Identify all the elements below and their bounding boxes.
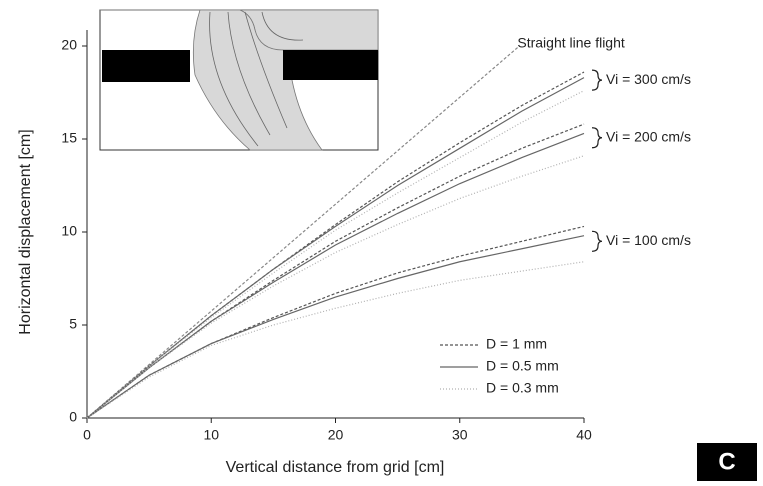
x-tick-label: 30 — [452, 427, 468, 443]
group-label: Vi = 200 cm/s — [606, 128, 691, 144]
brace — [591, 69, 603, 91]
x-tick-label: 10 — [203, 427, 219, 443]
y-axis-title: Horizontal displacement [cm] — [17, 129, 34, 334]
group-label: Vi = 100 cm/s — [606, 232, 691, 248]
curve — [86, 132, 585, 419]
y-tick-label: 5 — [69, 316, 77, 332]
curve — [86, 155, 585, 419]
curve — [86, 225, 585, 419]
brace — [591, 127, 603, 149]
panel-label: C — [718, 448, 735, 475]
x-tick-label: 20 — [328, 427, 344, 443]
line-annotation: Straight line flight — [517, 35, 625, 51]
panel-badge — [697, 443, 757, 481]
y-tick-label: 0 — [69, 409, 77, 425]
legend-label: D = 1 mm — [486, 336, 547, 352]
x-tick-label: 0 — [83, 427, 91, 443]
group-label: Vi = 300 cm/s — [606, 71, 691, 87]
legend-label: D = 0.5 mm — [486, 358, 559, 374]
curve — [86, 123, 585, 419]
legend-label: D = 0.3 mm — [486, 380, 559, 396]
straight-line — [86, 45, 520, 419]
curve — [86, 261, 585, 419]
y-tick-label: 10 — [61, 223, 77, 239]
inset-diagram — [99, 9, 379, 151]
x-axis-title: Vertical distance from grid [cm] — [226, 459, 445, 476]
curve — [86, 77, 585, 419]
curve — [86, 235, 585, 419]
y-tick-label: 15 — [61, 130, 77, 146]
y-tick-label: 20 — [61, 37, 77, 53]
brace — [591, 230, 603, 252]
x-tick-label: 40 — [576, 427, 592, 443]
